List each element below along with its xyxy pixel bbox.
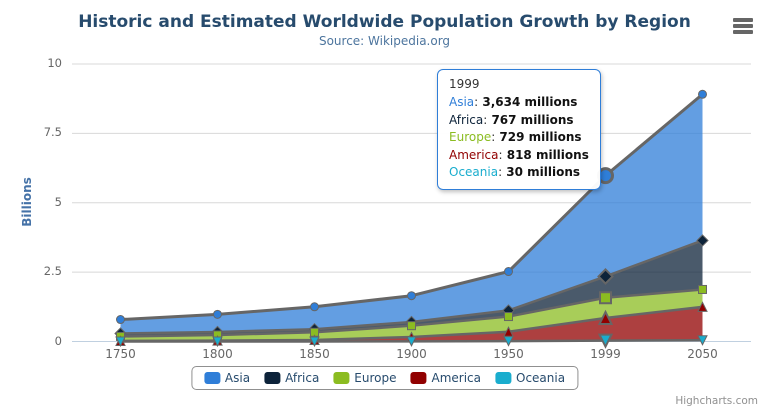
- legend-label: Asia: [224, 371, 251, 385]
- marker-africa-2050[interactable]: [696, 234, 709, 247]
- legend-label: America: [431, 371, 482, 385]
- marker-asia-2050[interactable]: [698, 89, 707, 99]
- legend-label: Oceania: [516, 371, 566, 385]
- marker-america-2050[interactable]: [697, 301, 708, 312]
- x-axis-label-2050: 2050: [687, 347, 718, 361]
- legend-item-africa[interactable]: Africa: [264, 371, 319, 385]
- legend-swatch-america: [410, 372, 427, 384]
- tooltip-row-africa: Africa: 767 millions: [449, 112, 574, 127]
- tooltip-header: 1999: [449, 77, 480, 91]
- marker-oceania-1999[interactable]: [597, 333, 614, 349]
- legend-label: Europe: [354, 371, 397, 385]
- tooltip: 1999 Asia: 3,634 millions Africa: 767 mil…: [437, 69, 601, 190]
- area-asia[interactable]: [120, 94, 703, 334]
- y-axis-label-5: 5: [54, 194, 62, 209]
- marker-oceania-2050[interactable]: [697, 335, 708, 346]
- legend-swatch-oceania: [495, 372, 512, 384]
- legend-item-america[interactable]: America: [410, 371, 482, 385]
- marker-oceania-1950[interactable]: [503, 336, 514, 347]
- legend: Asia Africa Europe America Oceania: [190, 366, 579, 390]
- x-axis-label-1950: 1950: [493, 347, 524, 361]
- x-axis-label-1750: 1750: [105, 347, 136, 361]
- tooltip-row-asia: Asia: 3,634 millions: [449, 95, 578, 109]
- marker-oceania-1850[interactable]: [309, 336, 320, 348]
- hamburger-icon: [733, 18, 753, 34]
- legend-item-oceania[interactable]: Oceania: [495, 371, 565, 385]
- tooltip-row-europe: Europe: 729 millions: [449, 130, 582, 144]
- chart-title: Historic and Estimated Worldwide Populat…: [78, 12, 691, 32]
- export-menu-button[interactable]: [729, 14, 757, 40]
- marker-asia-1800[interactable]: [213, 309, 222, 319]
- marker-asia-1950[interactable]: [504, 267, 513, 277]
- x-axis-label-1900: 1900: [396, 347, 427, 361]
- marker-asia-1850[interactable]: [310, 302, 319, 312]
- legend-label: Africa: [285, 371, 320, 385]
- y-axis-label-2.5: 2.5: [43, 264, 62, 279]
- area-africa[interactable]: [120, 240, 703, 337]
- area-america[interactable]: [120, 306, 703, 342]
- marker-asia-1900[interactable]: [407, 291, 416, 301]
- chart-subtitle: Source: Wikipedia.org: [318, 34, 451, 48]
- marker-europe-1999[interactable]: [599, 291, 612, 305]
- marker-oceania-1750[interactable]: [115, 336, 126, 348]
- marker-asia-1750[interactable]: [116, 315, 125, 325]
- marker-america-1999[interactable]: [597, 309, 614, 325]
- marker-europe-1900[interactable]: [407, 321, 416, 331]
- x-axis-label-1999: 1999: [590, 347, 621, 361]
- marker-europe-2050[interactable]: [698, 284, 707, 294]
- marker-oceania-1900[interactable]: [406, 336, 417, 347]
- legend-item-europe[interactable]: Europe: [333, 371, 397, 385]
- x-axis-label-1850: 1850: [299, 347, 330, 361]
- marker-oceania-1800[interactable]: [212, 336, 223, 348]
- legend-swatch-asia: [203, 372, 220, 384]
- y-axis-label-7.5: 7.5: [43, 125, 62, 140]
- y-axis-label-10: 10: [47, 56, 62, 70]
- marker-europe-1950[interactable]: [504, 312, 513, 322]
- credits-link[interactable]: Highcharts.com: [675, 395, 758, 407]
- y-axis-label-0: 0: [54, 333, 62, 348]
- legend-item-asia[interactable]: Asia: [203, 371, 251, 385]
- tooltip-row-oceania: Oceania: 30 millions: [449, 165, 581, 179]
- legend-swatch-africa: [264, 372, 281, 384]
- legend-swatch-europe: [333, 372, 350, 384]
- marker-africa-1999[interactable]: [597, 268, 614, 285]
- tooltip-row-america: America: 818 millions: [449, 147, 589, 162]
- tooltip-rows: Asia: 3,634 millions Africa: 767 millions…: [449, 94, 589, 182]
- x-axis-label-1800: 1800: [202, 347, 233, 361]
